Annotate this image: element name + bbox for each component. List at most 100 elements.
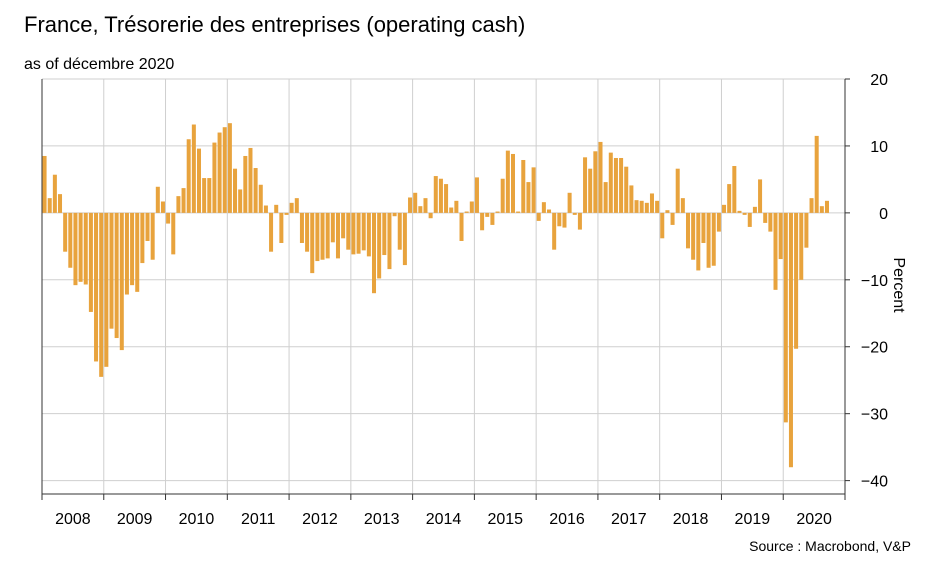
bar: [649, 193, 654, 213]
x-tick-label: 2014: [426, 511, 462, 528]
bar: [567, 192, 572, 213]
bar: [382, 212, 387, 256]
bar: [670, 212, 675, 225]
y-axis: 20 10 0 −10 −20 −30 −40: [845, 72, 888, 491]
bar: [145, 212, 150, 241]
bar: [217, 132, 222, 213]
x-tick-label: 2017: [611, 511, 647, 528]
bar: [752, 206, 757, 213]
bar: [557, 212, 562, 227]
bar: [531, 167, 536, 213]
bar: [305, 212, 310, 252]
bar: [78, 212, 83, 282]
bar: [809, 198, 814, 213]
bar: [598, 141, 603, 213]
bar: [510, 153, 515, 213]
bar: [655, 200, 660, 213]
bar: [294, 198, 299, 213]
bar: [335, 212, 340, 259]
x-tick-label: 2018: [673, 511, 709, 528]
x-tick-label: 2020: [796, 511, 832, 528]
bar: [52, 174, 57, 213]
bar: [315, 212, 320, 262]
bar: [660, 212, 665, 239]
y-tick-label: −10: [861, 273, 888, 290]
bar: [804, 212, 809, 248]
bar-series: [42, 123, 829, 468]
bar: [207, 178, 212, 213]
bar: [547, 209, 552, 213]
bar: [47, 198, 52, 213]
bar: [202, 178, 207, 213]
bar: [619, 157, 624, 213]
x-tick-label: 2015: [487, 511, 523, 528]
bar: [320, 212, 325, 260]
bar: [191, 124, 196, 213]
bar: [474, 177, 479, 213]
bar: [408, 197, 413, 213]
bar: [685, 212, 691, 249]
bar: [727, 184, 732, 213]
bar: [346, 212, 351, 250]
bar: [552, 212, 557, 250]
bar: [819, 206, 824, 213]
y-tick-label: −20: [861, 340, 888, 357]
bar: [42, 155, 47, 213]
bar: [444, 184, 449, 213]
bar: [73, 212, 78, 286]
bar: [423, 198, 428, 213]
bar: [356, 212, 361, 254]
bar: [505, 150, 510, 213]
bar: [639, 200, 644, 213]
bar: [644, 202, 649, 213]
bar: [58, 194, 63, 213]
bar: [130, 212, 135, 286]
bar: [603, 182, 608, 213]
bar: [716, 212, 721, 232]
bar: [536, 212, 541, 221]
bar: [361, 212, 366, 251]
bar: [269, 212, 274, 252]
bar: [773, 212, 778, 290]
bar: [706, 212, 711, 268]
bar: [330, 212, 335, 243]
bar: [516, 211, 521, 213]
bar: [814, 135, 819, 213]
x-tick-label: 2011: [241, 511, 276, 528]
bar: [160, 201, 165, 213]
y-tick-label: 0: [879, 206, 888, 223]
bar: [186, 139, 191, 213]
bar: [433, 176, 438, 213]
bar: [526, 182, 531, 213]
bar: [181, 188, 186, 213]
x-tick-label: 2013: [364, 511, 400, 528]
bar: [171, 212, 176, 255]
bar: [99, 212, 104, 377]
bar: [593, 151, 598, 213]
bar: [124, 212, 129, 295]
bar: [140, 212, 145, 264]
bar: [227, 123, 232, 213]
bar: [783, 212, 788, 423]
chart-subtitle: as of décembre 2020: [24, 56, 175, 73]
bar: [788, 212, 793, 468]
bar: [613, 157, 618, 213]
bar: [495, 211, 500, 213]
bar: [768, 212, 773, 232]
chart-title: France, Trésorerie des entreprises (oper…: [24, 12, 526, 37]
bar: [634, 200, 639, 213]
bar: [88, 212, 93, 312]
bar: [392, 212, 397, 217]
bar: [438, 178, 443, 213]
y-tick-label: −40: [861, 474, 888, 491]
bar: [233, 168, 238, 213]
bar: [387, 212, 392, 270]
bar: [299, 212, 304, 243]
bar: [243, 155, 248, 213]
bar: [212, 142, 217, 213]
bar: [94, 212, 99, 362]
bar: [274, 204, 279, 213]
bar: [109, 212, 114, 329]
bar: [799, 212, 804, 280]
bar: [397, 212, 402, 250]
